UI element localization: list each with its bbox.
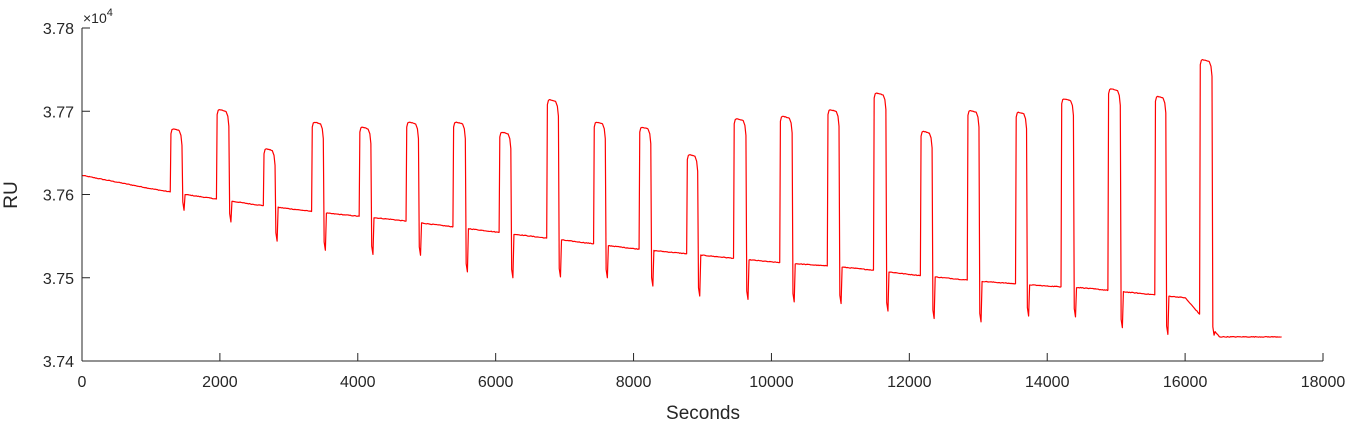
x-axis-label: Seconds bbox=[666, 403, 740, 424]
x-tick-label: 8000 bbox=[616, 374, 652, 391]
x-tick-label: 16000 bbox=[1163, 374, 1208, 391]
tick-labels: 0 2000 4000 6000 8000 10000 12000 14000 16000 180… bbox=[43, 21, 1345, 391]
axis-ticks bbox=[81, 27, 1324, 362]
x-tick-label: 4000 bbox=[340, 374, 376, 391]
y-tick-label: 3.74 bbox=[43, 354, 74, 371]
y-tick-label: 3.78 bbox=[43, 21, 74, 38]
x-tick-label: 12000 bbox=[887, 374, 932, 391]
x-tick-label: 14000 bbox=[1025, 374, 1070, 391]
x-tick-label: 10000 bbox=[749, 374, 794, 391]
x-tick-label: 6000 bbox=[478, 374, 514, 391]
y-tick-label: 3.77 bbox=[43, 104, 74, 121]
y-tick-label: 3.75 bbox=[43, 271, 74, 288]
y-axis-label: RU bbox=[1, 181, 22, 208]
series-line bbox=[81, 58, 1282, 338]
x-tick-label: 0 bbox=[78, 374, 87, 391]
y-multiplier-label: ×104 bbox=[83, 7, 113, 26]
axes-frame bbox=[81, 28, 1323, 362]
y-tick-label: 3.76 bbox=[43, 188, 74, 205]
plot-area bbox=[81, 58, 1282, 338]
y-multiplier-exponent: 4 bbox=[107, 7, 113, 19]
y-multiplier-base: ×10 bbox=[83, 10, 107, 26]
x-tick-label: 18000 bbox=[1301, 374, 1346, 391]
x-tick-label: 2000 bbox=[202, 374, 238, 391]
